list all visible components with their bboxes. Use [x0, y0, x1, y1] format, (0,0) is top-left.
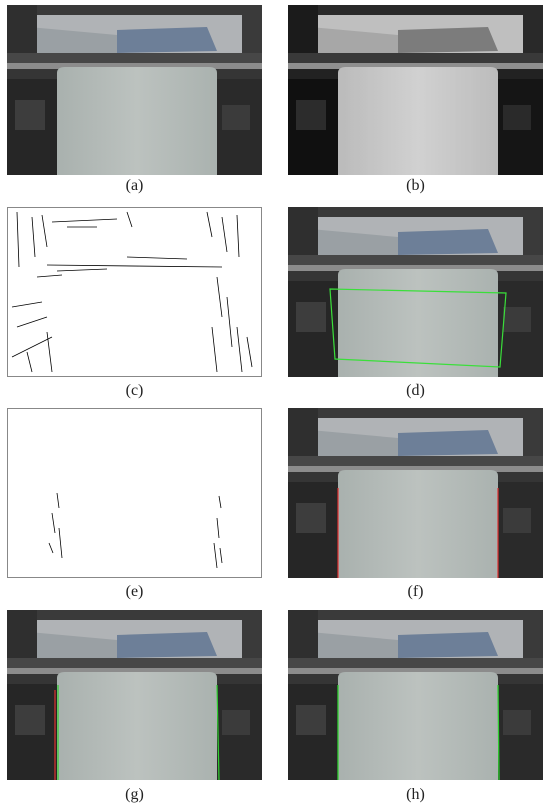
image-c [7, 207, 262, 377]
caption: (h) [288, 785, 543, 805]
image-e [7, 408, 262, 578]
image-b [288, 5, 543, 175]
caption: (f) [288, 582, 543, 602]
caption: (e) [7, 582, 262, 602]
caption: (g) [7, 785, 262, 805]
caption: (d) [288, 381, 543, 401]
image-g [7, 610, 262, 780]
caption: (a) [7, 176, 262, 196]
caption: (c) [7, 381, 262, 401]
image-d [288, 207, 543, 377]
image-f [288, 408, 543, 578]
image-h [288, 610, 543, 780]
caption: (b) [288, 176, 543, 196]
figure: (a) (b) (c) (d) (e) (f) (g) (h) (() => {… [0, 0, 546, 809]
image-a [7, 5, 262, 175]
